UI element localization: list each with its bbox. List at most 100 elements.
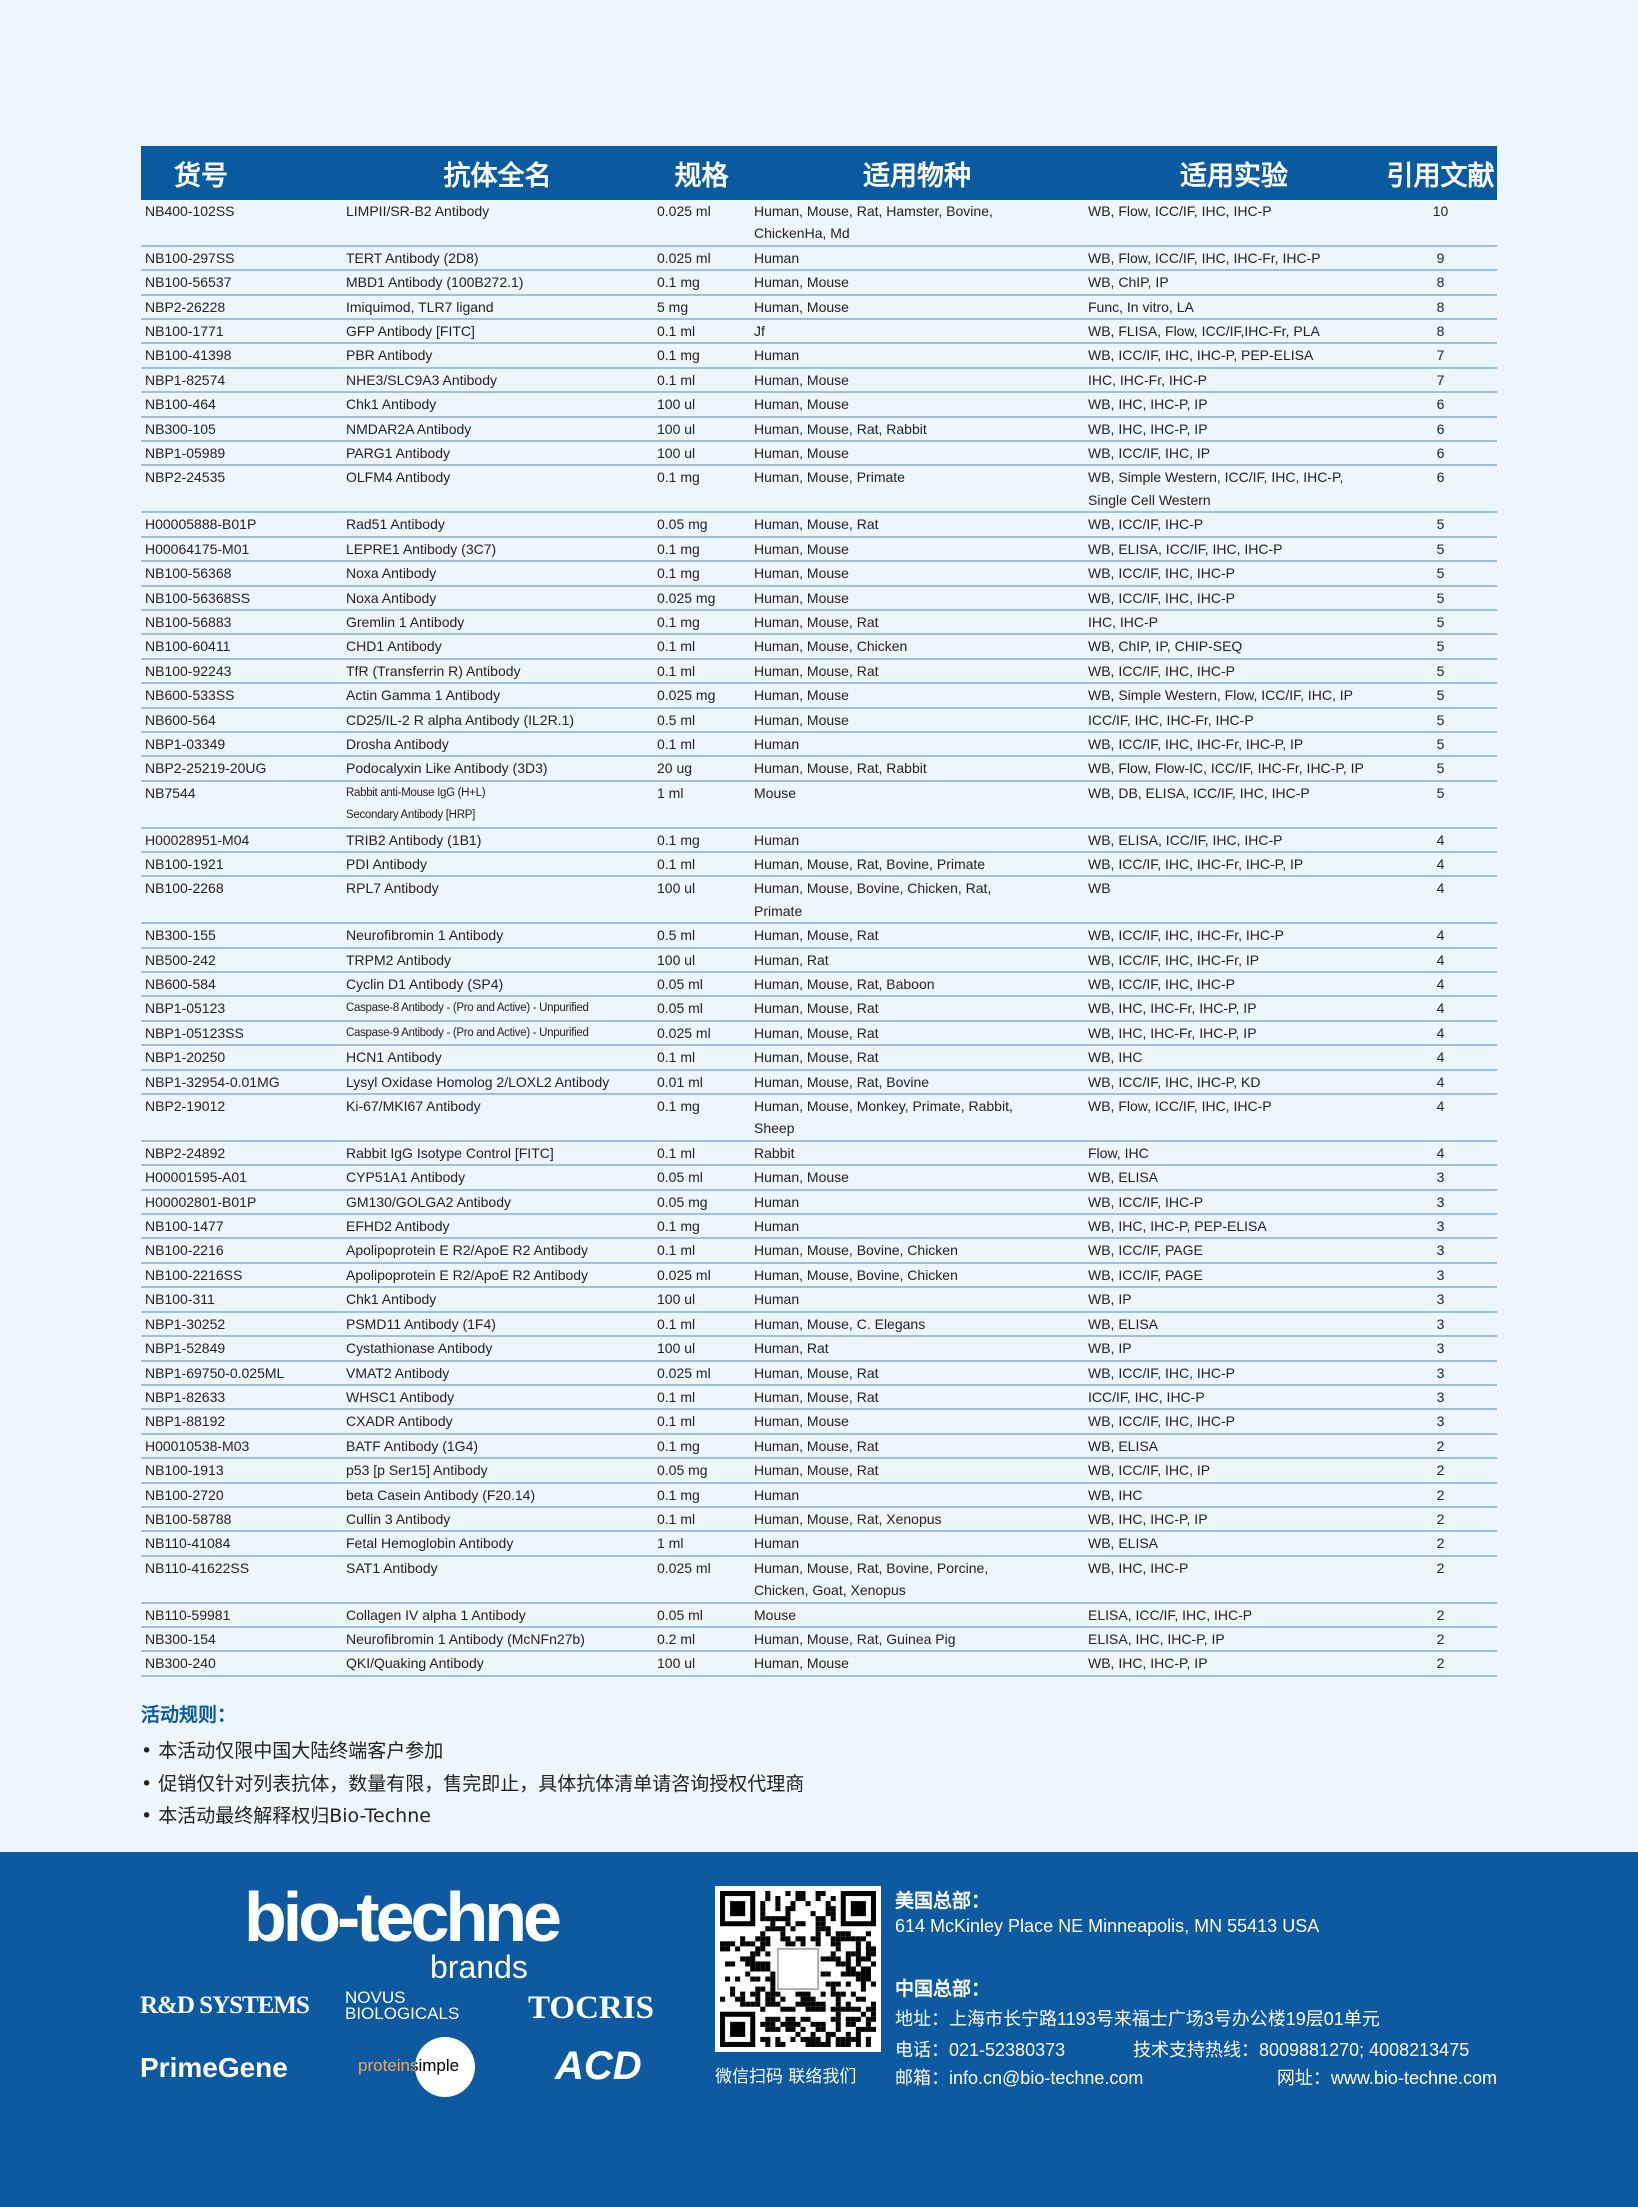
cell-citations: 4 [1436,1144,1445,1161]
cell-applications: WB, Flow, ICC/IF, IHC, IHC-Fr, IHC-P [1088,249,1321,266]
cell-applications: WB, IHC, IHC-P, IP [1088,420,1208,437]
cell-catalog-no: NB100-1913 [145,1462,224,1479]
rule-item: • 促销仅针对列表抗体，数量有限，售完即止，具体抗体清单请咨询授权代理商 [141,1772,805,1795]
cell-antibody-name: QKI/Quaking Antibody [346,1655,484,1672]
rule-item: • 本活动最终解释权归Bio-Techne [141,1805,431,1827]
cell-citations: 2 [1436,1535,1445,1552]
cell-size: 0.01 ml [657,1073,703,1090]
cn-address: 地址：上海市长宁路1193号来福士广场3号办公楼19层01单元 [895,2009,1380,2029]
cell-size: 100 ul [657,420,696,437]
cell-species: Human, Mouse [754,1169,849,1186]
cell-applications: WB, ICC/IF, IHC-P [1088,1193,1204,1210]
table-row: NBP1-05123 Caspase-8 Antibody - (Pro and … [141,997,1497,1022]
cell-antibody-name: Chk1 Antibody [346,1291,437,1308]
cell-citations: 3 [1436,1340,1445,1357]
cell-size: 0.1 mg [657,540,700,557]
cell-size: 0.1 ml [657,662,696,679]
cell-catalog-no: NB100-1921 [145,855,224,872]
table-row: H00002801-B01P GM130/GOLGA2 Antibody 0.05 … [141,1191,1497,1216]
cell-species: Human, Mouse, Rat [754,662,879,679]
novus-logo: NOVUS BIOLOGICALS [345,1988,460,2023]
cell-applications: Func, In vitro, LA [1088,298,1194,315]
cell-antibody-name: CHD1 Antibody [346,638,442,655]
brands-label: brands [430,1949,528,1985]
cell-size: 0.1 mg [657,1486,700,1503]
cell-size: 0.025 mg [657,589,716,606]
cell-size: 0.1 mg [657,1437,700,1454]
cell-antibody-name: WHSC1 Antibody [346,1388,455,1405]
table-row: NBP2-24535 OLFM4 Antibody 0.1 mg Human, Mou… [141,466,1497,514]
table-row: NB100-56883 Gremlin 1 Antibody 0.1 mg Human… [141,611,1497,636]
cell-catalog-no: NBP2-24535 [145,469,226,486]
cell-size: 0.05 ml [657,1169,703,1186]
table-row: NB110-41084 Fetal Hemoglobin Antibody 1 ml… [141,1532,1497,1557]
cell-catalog-no: NBP1-82574 [145,371,226,388]
cell-antibody-name: EFHD2 Antibody [346,1218,450,1235]
cell-catalog-no: NB100-2216 [145,1242,224,1259]
table-row: NB100-1477 EFHD2 Antibody 0.1 mg Human WB, I… [141,1215,1497,1240]
cell-species: Human, Mouse, Bovine, Chicken, Rat, Prim… [754,880,992,919]
cell-size: 0.025 ml [657,1024,711,1041]
wechat-qr-code[interactable] [715,1886,881,2052]
cell-applications: WB, ICC/IF, IHC-P [1088,516,1204,533]
table-row: NB100-92243 TfR (Transferrin R) Antibody 0… [141,660,1497,685]
table-row: NB100-1913 p53 [p Ser15] Antibody 0.05 mg H… [141,1459,1497,1484]
table-row: NB100-1771 GFP Antibody [FITC] 0.1 ml Jf WB,… [141,320,1497,345]
acd-logo: ACD [555,2044,642,2088]
table-body: NB400-102SS LIMPII/SR-B2 Antibody 0.025 ml… [141,200,1497,1677]
support-hotline: 技术支持热线：8009881270; 4008213475 [1133,2040,1470,2060]
cell-species: Human, Mouse, Rat, Xenopus [754,1510,942,1527]
cell-catalog-no: NB100-60411 [145,638,231,655]
cell-citations: 3 [1436,1388,1445,1405]
cell-size: 0.05 mg [657,1462,708,1479]
bio-techne-logo: bio-techne [244,1878,562,1956]
cell-size: 0.2 ml [657,1630,696,1647]
cell-size: 100 ul [657,396,696,413]
cell-antibody-name: PARG1 Antibody [346,445,451,462]
cell-antibody-name: Cullin 3 Antibody [346,1510,451,1527]
cell-species: Human, Mouse, Rat, Rabbit [754,420,927,437]
cell-species: Human, Rat [754,951,829,968]
cell-citations: 8 [1436,298,1445,315]
col-citations: 引用文献 [1386,160,1495,192]
cell-applications: WB, Flow, Flow-IC, ICC/IF, IHC-Fr, IHC-P… [1088,760,1364,777]
cell-applications: WB, ICC/IF, IHC, IHC-P [1088,589,1235,606]
cell-applications: WB, ELISA [1088,1437,1159,1454]
cell-catalog-no: NB600-584 [145,976,216,992]
cell-applications: WB, IHC, IHC-P, IP [1088,1655,1208,1672]
cell-size: 100 ul [657,1655,696,1672]
cell-catalog-no: H00001595-A01 [145,1169,247,1186]
col-species: 适用物种 [863,160,971,192]
cell-antibody-name: NHE3/SLC9A3 Antibody [346,371,497,388]
cell-catalog-no: NBP1-03349 [145,735,226,752]
email-link[interactable]: 邮箱：info.cn@bio-techne.com [895,2068,1144,2088]
table-row: NBP1-88192 CXADR Antibody 0.1 ml Human, Mou… [141,1410,1497,1435]
cell-applications: WB, ICC/IF, IHC, IHC-Fr, IHC-P, IP [1088,735,1304,752]
cell-catalog-no: NB100-56368SS [145,589,251,606]
cell-antibody-name: Cystathionase Antibody [346,1340,493,1357]
website-link[interactable]: 网址：www.bio-techne.com [1276,2068,1497,2088]
cell-citations: 5 [1436,516,1445,533]
cell-citations: 5 [1436,662,1445,679]
cell-size: 0.1 mg [657,565,700,582]
table-row: NB100-56368SS Noxa Antibody 0.025 mg Human,… [141,587,1497,611]
cell-species: Human, Mouse, Rat, Bovine, Porcine, Chic… [754,1559,989,1599]
cell-antibody-name: Apolipoprotein E R2/ApoE R2 Antibody [346,1266,589,1283]
cell-antibody-name: Imiquimod, TLR7 ligand [346,298,494,315]
cell-species: Human, Mouse [754,540,849,557]
cell-species: Human, Mouse [754,711,849,728]
table-row: NB100-2720 beta Casein Antibody (F20.14) 0… [141,1484,1497,1508]
table-row: NB100-2216 Apolipoprotein E R2/ApoE R2 An… [141,1239,1497,1264]
cell-antibody-name: Lysyl Oxidase Homolog 2/LOXL2 Antibody [346,1073,610,1090]
cell-catalog-no: NB500-242 [145,951,216,968]
cell-citations: 5 [1436,589,1445,606]
cell-applications: WB, ICC/IF, IHC, IHC-P [1088,662,1235,679]
cell-size: 100 ul [657,1291,696,1308]
phone: 电话：021-52380373 [895,2040,1066,2060]
cell-species: Human, Mouse [754,1413,849,1430]
cell-species: Human [754,249,800,266]
table-row: NB100-297SS TERT Antibody (2D8) 0.025 ml Hu… [141,247,1497,272]
cell-size: 100 ul [657,951,696,968]
cell-applications: ICC/IF, IHC, IHC-P [1088,1388,1205,1405]
cell-catalog-no: NB100-1771 [145,323,224,340]
